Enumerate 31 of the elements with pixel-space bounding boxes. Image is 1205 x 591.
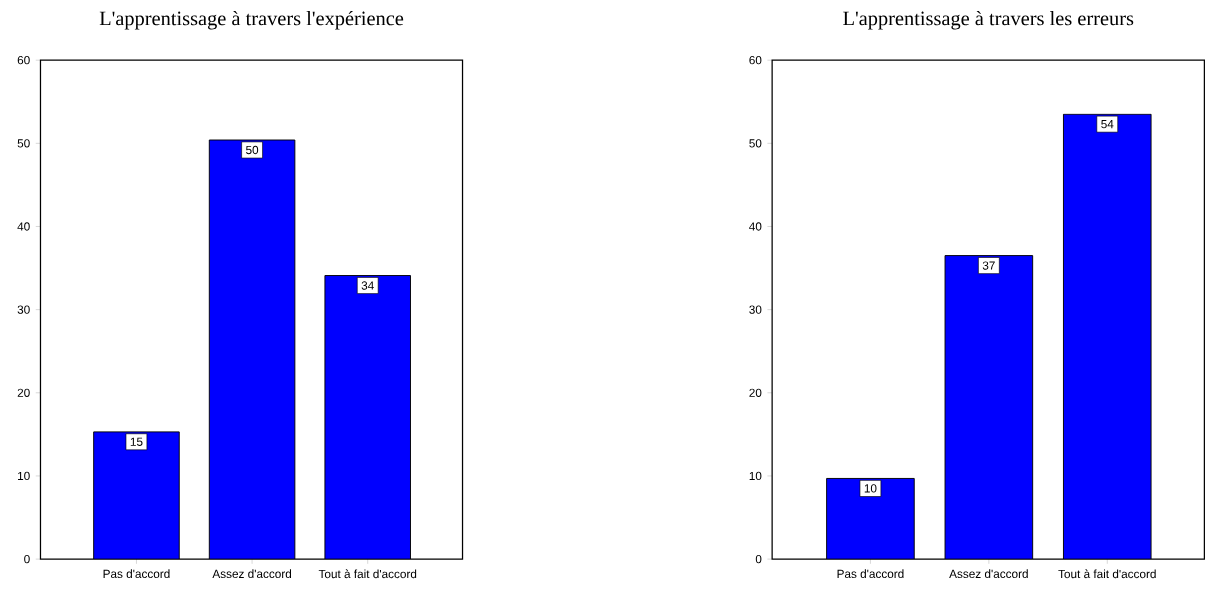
y-tick-label: 10 [749,471,762,481]
data-label: 10 [864,484,877,493]
y-tick-label: 10 [18,471,30,481]
y-tick-label: 20 [749,388,762,398]
y-tick-label: 20 [17,388,30,398]
x-tick-label: Pas d'accord [103,569,170,579]
data-label: 15 [130,437,143,447]
chart-title: L'apprentissage à travers les erreurs [843,11,1134,30]
bar [944,255,1034,560]
x-tick-label: Assez d'accord [949,569,1028,579]
data-label: 54 [1101,120,1114,129]
y-tick-label: 0 [755,555,762,564]
data-label: 37 [982,261,995,270]
x-tick-label: Tout à fait d'accord [318,569,417,579]
y-tick-label: 40 [17,222,30,231]
y-tick-label: 60 [749,56,762,65]
y-tick-label: 0 [24,555,30,564]
data-label: 34 [361,281,374,290]
data-label: 50 [246,145,259,155]
chart-title: L'apprentissage à travers l'expérience [99,11,404,30]
bar [826,478,915,560]
x-tick-label: Tout à fait d'accord [1058,569,1156,579]
y-tick-label: 50 [749,139,762,148]
y-tick-label: 40 [749,222,762,231]
x-tick-label: Pas d'accord [837,569,904,579]
x-tick-label: Assez d'accord [212,569,292,579]
y-tick-label: 30 [749,305,762,314]
y-tick-label: 60 [17,56,30,65]
y-tick-label: 30 [17,305,30,314]
y-tick-label: 50 [17,139,30,148]
bar [1062,113,1152,560]
